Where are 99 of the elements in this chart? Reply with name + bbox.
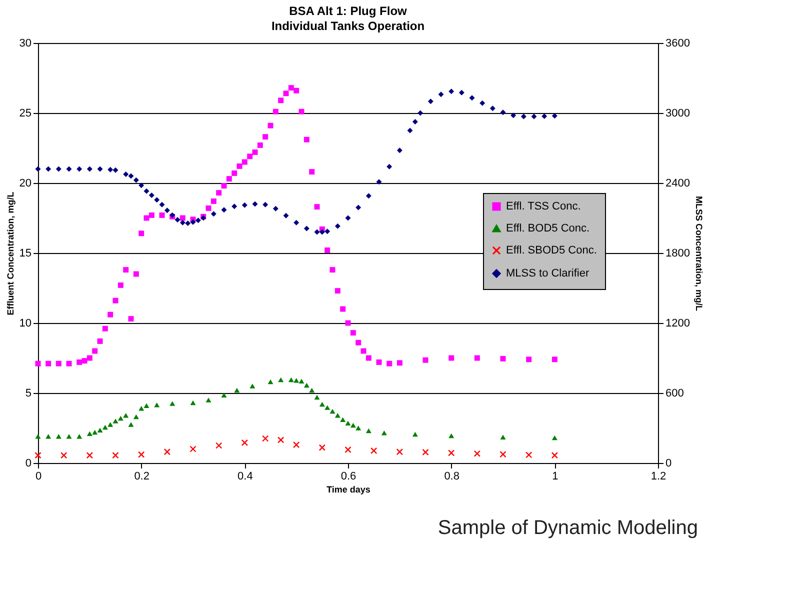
- point: [448, 433, 454, 438]
- y-tick-label: 25: [19, 108, 32, 120]
- point: [422, 448, 429, 456]
- point: [108, 422, 114, 427]
- legend-label: Effl. TSS Conc.: [506, 200, 581, 212]
- point: [350, 422, 356, 428]
- x-tick-label: 1: [552, 470, 558, 482]
- point: [241, 439, 248, 446]
- point: [356, 426, 362, 430]
- point: [288, 377, 294, 382]
- x-tick-label: 0.8: [444, 470, 460, 482]
- y2-tick-label: 2400: [666, 178, 690, 190]
- point: [334, 413, 340, 418]
- point: [412, 432, 418, 437]
- point: [164, 448, 171, 456]
- point: [278, 377, 284, 382]
- point: [314, 394, 320, 400]
- legend-label: Effl. BOD5 Conc.: [506, 222, 590, 234]
- point: [215, 442, 222, 449]
- point: [366, 428, 372, 434]
- point: [112, 418, 118, 424]
- point: [552, 435, 558, 440]
- point: [102, 424, 108, 430]
- point: [190, 400, 196, 406]
- y-tick-label: 0: [25, 458, 32, 470]
- text: Sample of Dynamic Modeling: [438, 517, 698, 539]
- point: [500, 450, 506, 458]
- point: [46, 434, 52, 439]
- point: [56, 434, 62, 439]
- point: [448, 450, 455, 456]
- y-tick-label: 5: [25, 388, 32, 400]
- point: [133, 414, 139, 420]
- y2-axis-title: MLSS Concentration, mg/L: [694, 196, 704, 312]
- point: [340, 417, 346, 422]
- y2-tick-label: 1800: [666, 248, 690, 260]
- x-axis-title: Time days: [326, 484, 370, 494]
- point: [92, 430, 98, 435]
- point: [319, 402, 325, 407]
- point: [190, 446, 196, 452]
- point: [381, 430, 387, 436]
- point: [234, 388, 240, 393]
- point: [97, 428, 103, 432]
- point: [344, 446, 352, 454]
- y2-tick-label: 3600: [666, 38, 690, 50]
- point: [170, 401, 176, 406]
- y2-tick-label: 3000: [666, 108, 690, 120]
- point: [34, 452, 42, 459]
- y-tick-label: 20: [19, 178, 32, 190]
- chart-title: BSA Alt 1: Plug Flow: [289, 4, 408, 18]
- x-tick-label: 0.6: [340, 470, 356, 482]
- point: [86, 452, 94, 459]
- point: [123, 413, 129, 418]
- point: [294, 378, 300, 383]
- point: [500, 434, 506, 440]
- point: [474, 450, 481, 457]
- point: [309, 388, 315, 393]
- point: [318, 444, 326, 451]
- y-tick-label: 10: [19, 318, 32, 330]
- point: [525, 452, 532, 458]
- point: [154, 402, 160, 408]
- point: [128, 422, 134, 427]
- x-tick-label: 0.2: [134, 470, 150, 482]
- chart-subtitle: Individual Tanks Operation: [271, 19, 425, 33]
- point: [396, 448, 404, 456]
- point: [221, 392, 227, 398]
- x-tick-label: 1.2: [650, 470, 666, 482]
- point: [144, 403, 150, 408]
- point: [551, 452, 558, 459]
- point: [304, 382, 310, 388]
- legend-label: MLSS to Clarifier: [506, 268, 590, 280]
- point: [66, 434, 72, 439]
- point: [118, 416, 124, 421]
- y-tick-label: 15: [19, 248, 32, 260]
- point: [112, 452, 119, 459]
- point: [345, 420, 351, 426]
- y2-tick-label: 600: [666, 388, 684, 400]
- point: [86, 431, 92, 436]
- point: [138, 406, 144, 411]
- point: [250, 384, 256, 388]
- point: [262, 435, 269, 442]
- y2-tick-label: 1200: [666, 318, 690, 330]
- point: [268, 379, 274, 384]
- y-tick-label: 30: [19, 38, 32, 50]
- point: [370, 447, 378, 454]
- point: [330, 408, 336, 414]
- point: [76, 434, 82, 439]
- x-tick-label: 0: [35, 470, 42, 482]
- y-axis-title: Effluent Concentration, mg/L: [5, 191, 16, 316]
- point: [60, 452, 68, 459]
- point: [206, 398, 212, 402]
- point: [35, 434, 41, 439]
- x-tick-label: 0.4: [238, 470, 253, 482]
- y2-tick-label: 0: [666, 458, 672, 470]
- point: [298, 378, 304, 384]
- point: [277, 436, 284, 444]
- legend-label: Effl. SBOD5 Conc.: [506, 244, 597, 256]
- point: [324, 405, 330, 410]
- point: [292, 441, 300, 448]
- point: [138, 451, 145, 458]
